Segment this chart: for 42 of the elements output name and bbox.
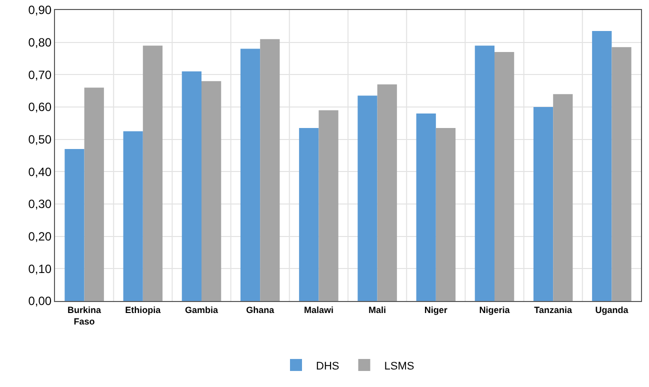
y-tick-label: 0,00 (28, 294, 52, 308)
bar (553, 94, 573, 301)
x-tick-label: Burkina Faso (68, 304, 102, 326)
x-tick-label: Ghana (246, 304, 276, 315)
legend-label: DHS (316, 360, 340, 372)
x-tick-label: Mali (368, 304, 386, 315)
x-tick-label: Tanzania (534, 304, 574, 315)
x-tick-label: Niger (424, 304, 448, 315)
y-tick-label: 0,40 (28, 164, 52, 179)
y-tick-label: 0,20 (28, 230, 52, 244)
y-tick-label: 0,50 (28, 132, 52, 147)
bar (123, 131, 143, 301)
bar (64, 149, 84, 301)
x-tick-label: Nigeria (479, 304, 511, 315)
bar (377, 84, 397, 301)
y-tick-label: 0,10 (28, 262, 52, 276)
bar (358, 96, 378, 301)
y-tick-label: 0,30 (28, 197, 52, 212)
bar (474, 46, 494, 301)
bar (260, 39, 280, 301)
legend-label: LSMS (384, 360, 414, 372)
bar (142, 46, 163, 301)
x-tick-label: Uganda (595, 304, 630, 315)
y-tick-label: 0,80 (28, 36, 52, 50)
x-tick-label: Gambia (184, 304, 219, 315)
bar (416, 113, 436, 301)
bar (202, 81, 222, 301)
bar (436, 128, 456, 301)
bar (318, 110, 338, 301)
bar (592, 31, 612, 301)
y-tick-label: 0,70 (28, 68, 52, 82)
bar (84, 88, 104, 301)
y-tick-label: 0,90 (28, 3, 52, 18)
bar (533, 107, 554, 301)
x-tick-label: Ethiopia (125, 304, 162, 315)
bar (182, 71, 202, 301)
y-tick-label: 0,60 (28, 100, 52, 114)
bar (494, 52, 514, 301)
bar (299, 128, 319, 301)
x-tick-label: Malawi (304, 304, 334, 315)
bar (612, 47, 632, 301)
bar (240, 48, 260, 301)
